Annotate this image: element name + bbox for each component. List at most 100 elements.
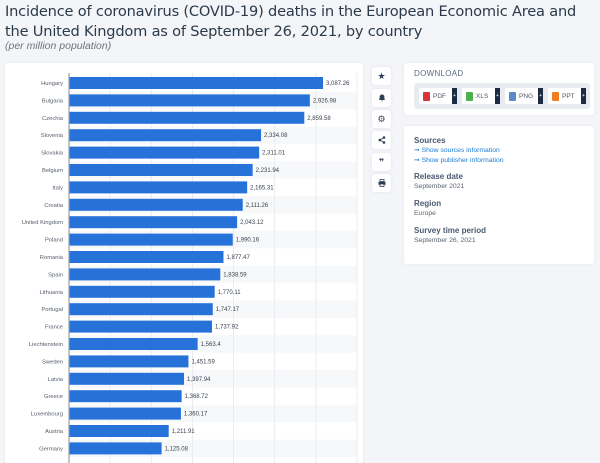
category-label: Romania [40, 255, 64, 261]
bar-italy [69, 181, 248, 194]
show-sources-text: Show sources information [421, 147, 500, 154]
star-icon: ★ [377, 70, 386, 81]
favorite-button[interactable]: ★ [372, 67, 391, 85]
print-button[interactable] [372, 174, 391, 192]
category-label: United Kingdom [22, 220, 63, 226]
plus-icon: + [581, 88, 586, 104]
download-panel: DOWNLOAD PDF + XLS + PNG + PPT + [404, 63, 594, 115]
bar-slovakia [69, 146, 260, 159]
region-label: Region [414, 199, 442, 208]
png-label: PNG [519, 92, 534, 100]
arrow-right-icon: ➞ [414, 157, 422, 164]
category-label: Italy [52, 185, 63, 191]
chart-card: Hungary 3,087.26 Bulgaria 2,926.98 Czechia 2,… [5, 63, 363, 463]
data-label: 2,231.94 [256, 168, 280, 174]
data-label: 1,877.47 [226, 255, 250, 261]
bar-luxembourg [69, 407, 181, 420]
category-label: Austria [45, 429, 64, 435]
show-sources-link[interactable]: ➞ Show sources information [414, 146, 500, 154]
download-pdf-button[interactable]: PDF + [419, 88, 457, 104]
bar-croatia [69, 198, 243, 211]
download-png-button[interactable]: PNG + [505, 88, 543, 104]
bar-greece [69, 390, 182, 403]
data-label: 2,926.98 [313, 98, 337, 104]
data-label: 1,990.16 [236, 238, 260, 244]
data-label: 1,125.08 [165, 446, 189, 452]
bar-chart: Hungary 3,087.26 Bulgaria 2,926.98 Czechia 2,… [22, 73, 358, 463]
data-label: 1,838.59 [223, 272, 247, 278]
data-label: 2,043.12 [240, 220, 264, 226]
ppt-file-icon [552, 91, 559, 101]
download-title: DOWNLOAD [414, 69, 464, 78]
chart-subtitle: (per million population) [5, 40, 112, 52]
info-panel: Sources ➞ Show sources information ➞ Sho… [404, 126, 594, 264]
bar-france [69, 320, 213, 333]
category-label: Hungary [41, 81, 63, 87]
arrow-right-icon: ➞ [414, 147, 422, 154]
share-icon [378, 136, 385, 144]
category-label: Lithuania [39, 290, 63, 296]
data-label: 2,334.08 [264, 133, 288, 139]
category-label: Portugal [41, 307, 63, 313]
bar-spain [69, 268, 221, 281]
category-label: Germany [39, 446, 63, 452]
category-label: Spain [48, 272, 63, 278]
category-label: Slovenia [41, 133, 64, 139]
data-label: 1,451.59 [191, 359, 215, 365]
category-label: Bulgaria [42, 98, 64, 104]
sources-label: Sources [414, 136, 446, 145]
data-label: 2,111.26 [246, 203, 269, 209]
bar-portugal [69, 303, 213, 316]
plus-icon: + [538, 88, 543, 104]
download-ppt-button[interactable]: PPT + [548, 88, 586, 104]
bar-czechia [69, 111, 305, 124]
category-label: Liechtenstein [29, 342, 63, 348]
data-label: 3,087.26 [326, 81, 350, 87]
xls-label: XLS [476, 92, 489, 100]
category-label: Latvia [48, 377, 64, 383]
png-file-icon [509, 91, 516, 101]
show-publisher-link[interactable]: ➞ Show publisher information [414, 156, 504, 164]
survey-period-label: Survey time period [414, 226, 487, 235]
gear-icon: ⚙ [377, 113, 386, 124]
download-xls-button[interactable]: XLS + [462, 88, 500, 104]
category-label: Slovakia [41, 151, 64, 157]
bar-romania [69, 251, 224, 263]
data-label: 2,311.01 [262, 151, 286, 157]
data-label: 1,747.17 [216, 307, 240, 313]
data-label: 1,737.92 [215, 325, 239, 331]
bar-bulgaria [69, 94, 310, 107]
survey-period-value: September 26, 2021 [414, 237, 476, 244]
bar-latvia [69, 372, 185, 385]
data-label: 1,368.72 [185, 394, 209, 400]
category-label: Czechia [42, 116, 64, 122]
notification-button[interactable] [372, 89, 391, 107]
region-value: Europe [414, 210, 436, 217]
bar-lithuania [69, 285, 215, 298]
data-label: 1,360.17 [184, 412, 208, 418]
bar-austria [69, 425, 169, 437]
category-label: Belgium [42, 168, 63, 174]
pdf-file-icon [423, 91, 430, 101]
download-buttons: PDF + XLS + PNG + PPT + [414, 83, 590, 109]
category-label: Luxembourg [31, 412, 63, 418]
category-label: Poland [45, 238, 63, 244]
bar-sweden [69, 355, 189, 368]
cite-button[interactable]: ❞ [372, 153, 391, 171]
plus-icon: + [495, 88, 500, 104]
bar-belgium [69, 164, 253, 176]
share-button[interactable] [372, 131, 391, 149]
data-label: 1,211.91 [172, 429, 196, 435]
release-date-label: Release date [414, 172, 463, 181]
bar-united-kingdom [69, 216, 238, 229]
bar-poland [69, 233, 233, 246]
pdf-label: PDF [433, 92, 446, 100]
settings-button[interactable]: ⚙ [372, 110, 391, 128]
plus-icon: + [452, 88, 457, 104]
bell-icon [378, 94, 385, 102]
data-label: 1,770.11 [218, 290, 242, 296]
bar-germany [69, 442, 162, 455]
xls-file-icon [466, 91, 473, 101]
category-label: Sweden [42, 359, 63, 365]
data-label: 2,859.58 [307, 116, 331, 122]
